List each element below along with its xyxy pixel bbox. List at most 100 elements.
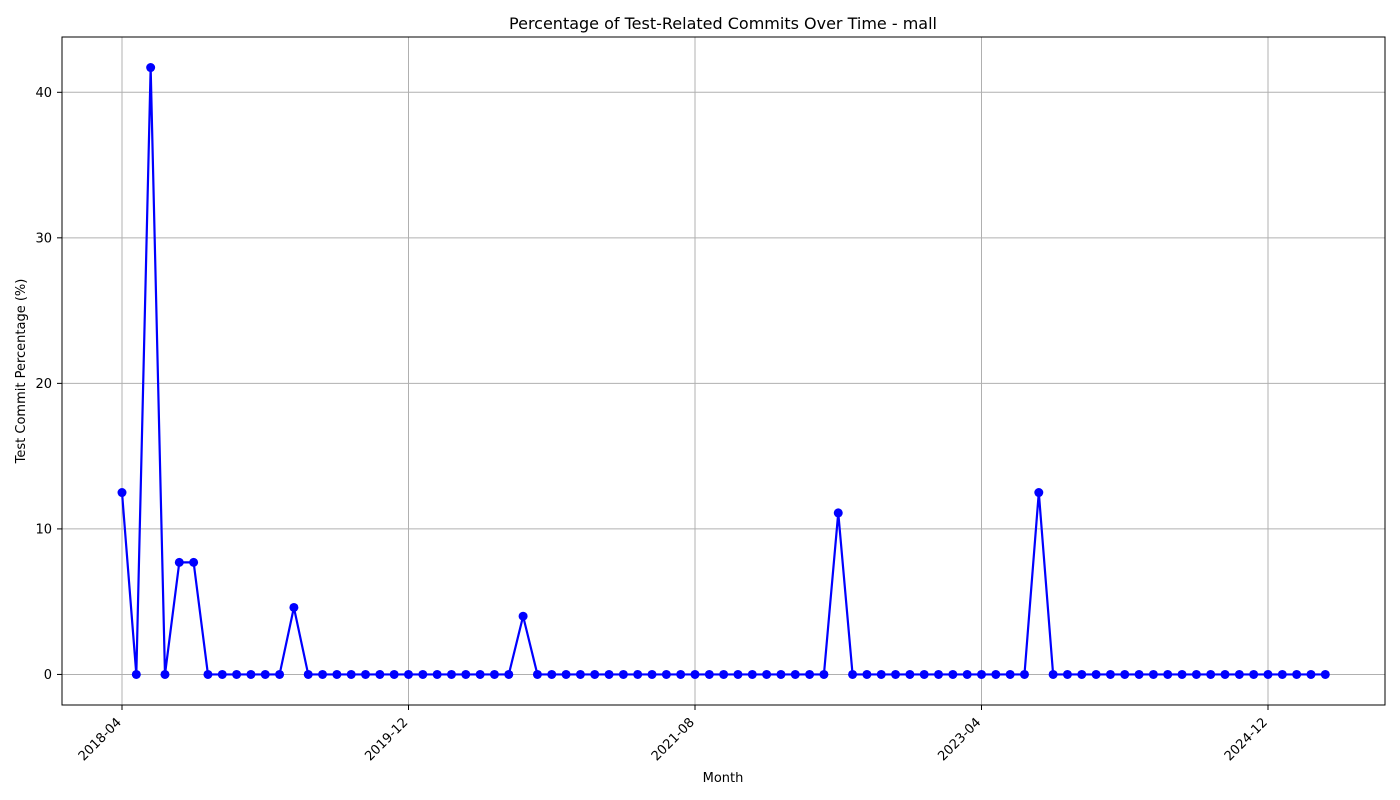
data-point	[332, 669, 342, 679]
data-point	[260, 669, 270, 679]
data-point	[504, 669, 514, 679]
data-point	[862, 669, 872, 679]
data-point	[776, 669, 786, 679]
data-point	[618, 669, 628, 679]
data-point	[704, 669, 714, 679]
data-point	[1306, 669, 1316, 679]
data-point	[160, 669, 170, 679]
data-point	[833, 508, 843, 518]
x-axis-label: Month	[703, 771, 744, 786]
data-point	[661, 669, 671, 679]
data-point	[790, 669, 800, 679]
data-point	[848, 669, 858, 679]
y-tick-label: 30	[35, 231, 52, 246]
data-point	[633, 669, 643, 679]
data-point	[762, 669, 772, 679]
data-point	[1134, 669, 1144, 679]
data-point	[1191, 669, 1201, 679]
grid	[62, 37, 1385, 705]
data-point	[475, 669, 485, 679]
x-tick-label: 2018-04	[76, 715, 125, 764]
data-point	[676, 669, 686, 679]
data-point	[117, 488, 127, 498]
y-axis-label: Test Commit Percentage (%)	[14, 279, 29, 465]
data-point	[1234, 669, 1244, 679]
chart-title: Percentage of Test-Related Commits Over …	[509, 14, 937, 33]
data-point	[1148, 669, 1158, 679]
y-tick-label: 40	[35, 86, 52, 101]
data-point	[1048, 669, 1058, 679]
data-point	[461, 669, 471, 679]
data-point	[217, 669, 227, 679]
data-point	[232, 669, 242, 679]
data-point	[432, 669, 442, 679]
data-point	[919, 669, 929, 679]
data-point	[647, 669, 657, 679]
data-point	[604, 669, 614, 679]
data-point	[561, 669, 571, 679]
data-point	[747, 669, 757, 679]
data-point	[905, 669, 915, 679]
data-point	[375, 669, 385, 679]
data-point	[418, 669, 428, 679]
y-tick-label: 20	[35, 377, 52, 392]
data-point	[246, 669, 256, 679]
data-point	[991, 669, 1001, 679]
data-point	[1177, 669, 1187, 679]
data-point	[1019, 669, 1029, 679]
data-point	[174, 557, 184, 567]
data-point	[1062, 669, 1072, 679]
x-tick-label: 2023-04	[935, 715, 984, 764]
x-tick-label: 2019-12	[362, 715, 411, 764]
data-point	[346, 669, 356, 679]
data-point	[891, 669, 901, 679]
y-axis: 0 10 20 30 40	[35, 86, 62, 683]
data-point	[1277, 669, 1287, 679]
data-point	[962, 669, 972, 679]
data-point	[361, 669, 371, 679]
data-point	[934, 669, 944, 679]
data-point	[289, 602, 299, 612]
data-point	[303, 669, 313, 679]
data-point	[1206, 669, 1216, 679]
data-point	[275, 669, 285, 679]
data-point	[876, 669, 886, 679]
data-point	[1034, 488, 1044, 498]
data-point	[189, 557, 199, 567]
x-tick-label: 2024-12	[1222, 715, 1271, 764]
data-point	[1005, 669, 1015, 679]
data-point	[1220, 669, 1230, 679]
data-point	[1077, 669, 1087, 679]
data-point	[489, 669, 499, 679]
data-point	[948, 669, 958, 679]
data-point	[719, 669, 729, 679]
data-point	[404, 669, 413, 679]
data-point	[819, 669, 829, 679]
x-axis: 2018-04 2019-12 2021-08 2023-04 2024-12	[76, 705, 1271, 764]
data-point	[518, 611, 528, 621]
data-point	[203, 669, 213, 679]
data-point	[1263, 669, 1273, 679]
data-point	[1163, 669, 1173, 679]
y-tick-label: 10	[35, 522, 52, 537]
data-point	[805, 669, 815, 679]
data-point	[590, 669, 600, 679]
data-point	[318, 669, 328, 679]
data-point	[1120, 669, 1130, 679]
series-line	[120, 66, 1326, 676]
data-point	[146, 63, 156, 73]
y-tick-label: 0	[44, 668, 52, 683]
data-point	[575, 669, 585, 679]
data-point	[690, 669, 700, 679]
data-point	[389, 669, 399, 679]
data-point	[1292, 669, 1302, 679]
data-point	[131, 669, 141, 679]
plot-frame	[61, 36, 1386, 706]
data-point	[446, 669, 456, 679]
series-layer	[117, 63, 1330, 679]
data-point	[532, 669, 542, 679]
data-point	[733, 669, 743, 679]
data-point	[1105, 669, 1115, 679]
data-point	[547, 669, 557, 679]
